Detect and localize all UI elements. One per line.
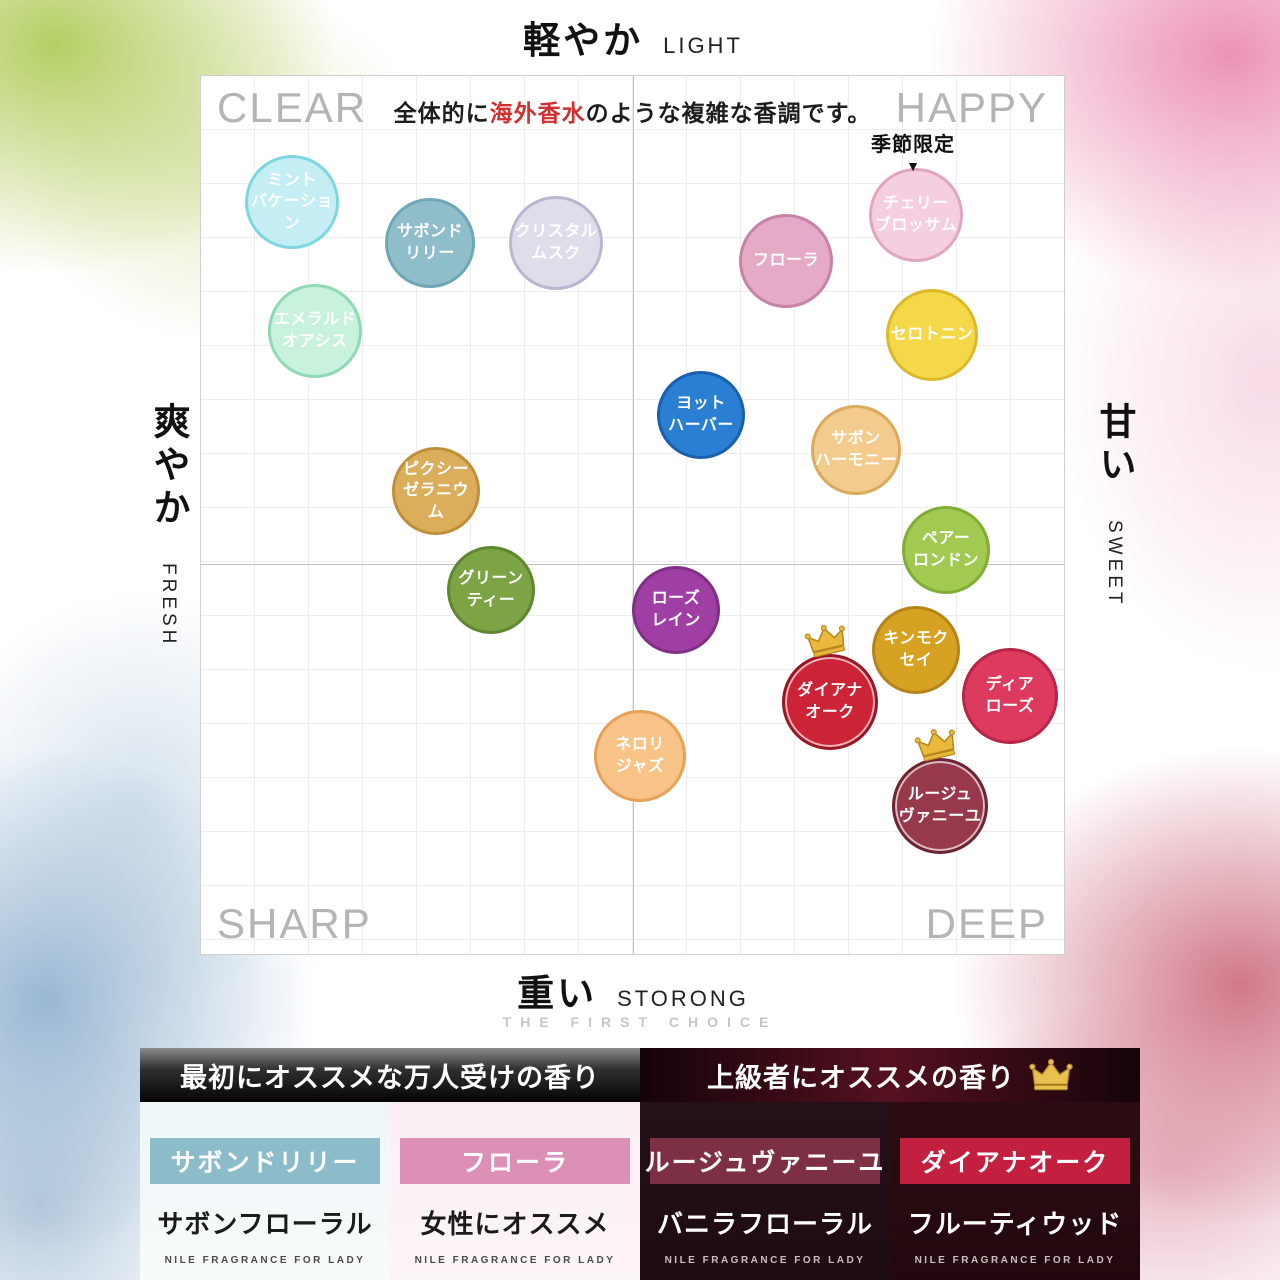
fragrance-desc: フルーティウッド <box>907 1209 1123 1239</box>
fragrance-name-badge: ダイアナオーク <box>900 1138 1130 1184</box>
bubble-label: チェリー ブロッサム <box>874 195 958 234</box>
bubble-label: ネロリ ジャズ <box>615 736 665 775</box>
axis-right: 甘い SWEET <box>1087 402 1141 608</box>
bubble-ミントバケーション: ミント バケーション <box>245 155 339 249</box>
fragrance-name-badge: サボンドリリー <box>150 1138 380 1184</box>
footer-panels: 最初にオススメな万人受けの香り サボンドリリー サボンフローラル NILE FR… <box>140 1048 1140 1280</box>
bubble-セロトニン: セロトニン <box>886 289 978 381</box>
note-prefix: 全体的に <box>393 100 490 126</box>
bubble-label: サボンド リリー <box>396 223 463 262</box>
vertical-axis-line <box>632 76 634 954</box>
bubble-label: サボン ハーモニー <box>814 430 898 469</box>
bubble-ネロリジャズ: ネロリ ジャズ <box>594 710 686 802</box>
bubble-ヨットハーバー: ヨット ハーバー <box>657 371 745 459</box>
crown-icon <box>1029 1058 1073 1090</box>
bubble-クリスタルムスク: クリスタル ムスク <box>509 196 603 290</box>
beginner-panel-title: 最初にオススメな万人受けの香り <box>180 1062 600 1093</box>
beginner-panel-body: サボンドリリー サボンフローラル NILE FRAGRANCE FOR LADY… <box>140 1102 640 1280</box>
brand-line: NILE FRAGRANCE FOR LADY <box>164 1255 366 1266</box>
seasonal-label: 季節限定 <box>871 134 955 156</box>
axis-bottom-label-en: STORONG <box>617 986 749 1011</box>
advanced-panel: 上級者にオススメの香り ルージュヴァニーユ バニラフローラル NILE FRAG… <box>640 1048 1140 1280</box>
quadrant-label-sharp: SHARP <box>217 900 372 947</box>
quadrant-label-clear: CLEAR <box>217 84 368 131</box>
bubble-label: フローラ <box>752 252 819 270</box>
axis-left: 爽やか FRESH <box>141 402 195 648</box>
bubble-label: ペアー ロンドン <box>912 530 979 569</box>
brand-line: NILE FRAGRANCE FOR LADY <box>664 1255 866 1266</box>
bubble-label: ダイアナ オーク <box>797 682 863 721</box>
beginner-panel-header: 最初にオススメな万人受けの香り <box>140 1048 640 1102</box>
axis-bottom-label-jp: 重い <box>517 973 598 1014</box>
fragrance-name-badge: ルージュヴァニーユ <box>645 1138 883 1184</box>
axis-bottom: 重い STORONG <box>517 963 749 1017</box>
bubble-ローズレイン: ローズ レイン <box>632 566 720 654</box>
bubble-ルージュヴァニーユ: ルージュ ヴァニーユ <box>892 729 988 854</box>
bubble-label: クリスタル ムスク <box>514 223 598 262</box>
bubble-フローラ: フローラ <box>739 214 833 308</box>
note-suffix: のような複雑な香調です。 <box>585 100 872 126</box>
axis-top-label-en: LIGHT <box>663 33 743 58</box>
bubble-label: エメラルド オアシス <box>273 311 357 350</box>
down-arrow-icon: ▼ <box>906 158 920 174</box>
horizontal-axis-line <box>201 564 1064 565</box>
bubble-ディアローズ: ディア ローズ <box>962 648 1058 744</box>
brand-line: NILE FRAGRANCE FOR LADY <box>914 1255 1116 1266</box>
brand-line: NILE FRAGRANCE FOR LADY <box>414 1255 616 1266</box>
bubble-label: ヨット ハーバー <box>668 395 734 434</box>
bubble-label: ミント バケーション <box>250 171 334 232</box>
footer-tagline: THE FIRST CHOICE <box>502 1014 778 1030</box>
fragrance-desc: 女性にオススメ <box>420 1209 610 1239</box>
axis-right-label-en: SWEET <box>1104 520 1125 609</box>
fragrance-name-badge: フローラ <box>400 1138 630 1184</box>
beginner-panel: 最初にオススメな万人受けの香り サボンドリリー サボンフローラル NILE FR… <box>140 1048 640 1280</box>
axis-top-label-jp: 軽やか <box>523 20 644 61</box>
beginner-item-sabon-lily: サボンドリリー サボンフローラル NILE FRAGRANCE FOR LADY <box>140 1102 390 1280</box>
axis-left-label-jp: 爽やか <box>148 402 189 531</box>
bubble-label: ルージュ ヴァニーユ <box>898 786 982 825</box>
bubble-グリーンティー: グリーン ティー <box>447 546 535 634</box>
axis-top: 軽やか LIGHT <box>523 10 743 64</box>
advanced-item-rouge-vanille: ルージュヴァニーユ バニラフローラル NILE FRAGRANCE FOR LA… <box>640 1102 890 1280</box>
bubble-label: ピクシー ゼラニウム <box>402 460 469 521</box>
bubble-label: ディア ローズ <box>985 676 1035 715</box>
crown-icon <box>914 729 956 762</box>
axis-right-label-jp: 甘い <box>1094 402 1135 488</box>
seasonal-annotation: 季節限定 ▼ <box>871 128 955 173</box>
fragrance-desc: サボンフローラル <box>157 1209 373 1239</box>
bubble-label: キンモク セイ <box>883 630 949 669</box>
quadrant-label-deep: DEEP <box>925 900 1048 947</box>
advanced-panel-title: 上級者にオススメの香り <box>707 1062 1015 1093</box>
advanced-item-diana-oak: ダイアナオーク フルーティウッド NILE FRAGRANCE FOR LADY <box>890 1102 1140 1280</box>
bubble-ピクシーゼラニウム: ピクシー ゼラニウム <box>392 447 480 535</box>
note-highlight: 海外香水 <box>489 100 586 126</box>
bubble-label: グリーン ティー <box>458 570 524 609</box>
beginner-item-flora: フローラ 女性にオススメ NILE FRAGRANCE FOR LADY <box>390 1102 640 1280</box>
axis-left-label-en: FRESH <box>158 563 179 648</box>
bubble-チェリーブロッサム: チェリー ブロッサム <box>869 168 963 262</box>
bubble-label: ローズ レイン <box>651 590 701 629</box>
advanced-panel-header: 上級者にオススメの香り <box>640 1048 1140 1102</box>
bubble-ペアーロンドン: ペアー ロンドン <box>902 506 990 594</box>
chart-note: 全体的に海外香水のような複雑な香調です。 <box>394 94 872 128</box>
fragrance-desc: バニラフローラル <box>656 1209 873 1239</box>
bubble-キンモクセイ: キンモク セイ <box>872 606 960 694</box>
bubble-サボンハーモニー: サボン ハーモニー <box>811 405 901 495</box>
quadrant-label-happy: HAPPY <box>895 84 1048 131</box>
bubble-ダイアナオーク: ダイアナ オーク <box>782 625 878 750</box>
crown-icon <box>804 625 846 658</box>
bubble-label: セロトニン <box>890 326 974 344</box>
bubble-サボンドリリー: サボンド リリー <box>385 198 475 288</box>
advanced-panel-body: ルージュヴァニーユ バニラフローラル NILE FRAGRANCE FOR LA… <box>640 1102 1140 1280</box>
bubble-エメラルドオアシス: エメラルド オアシス <box>268 284 362 378</box>
